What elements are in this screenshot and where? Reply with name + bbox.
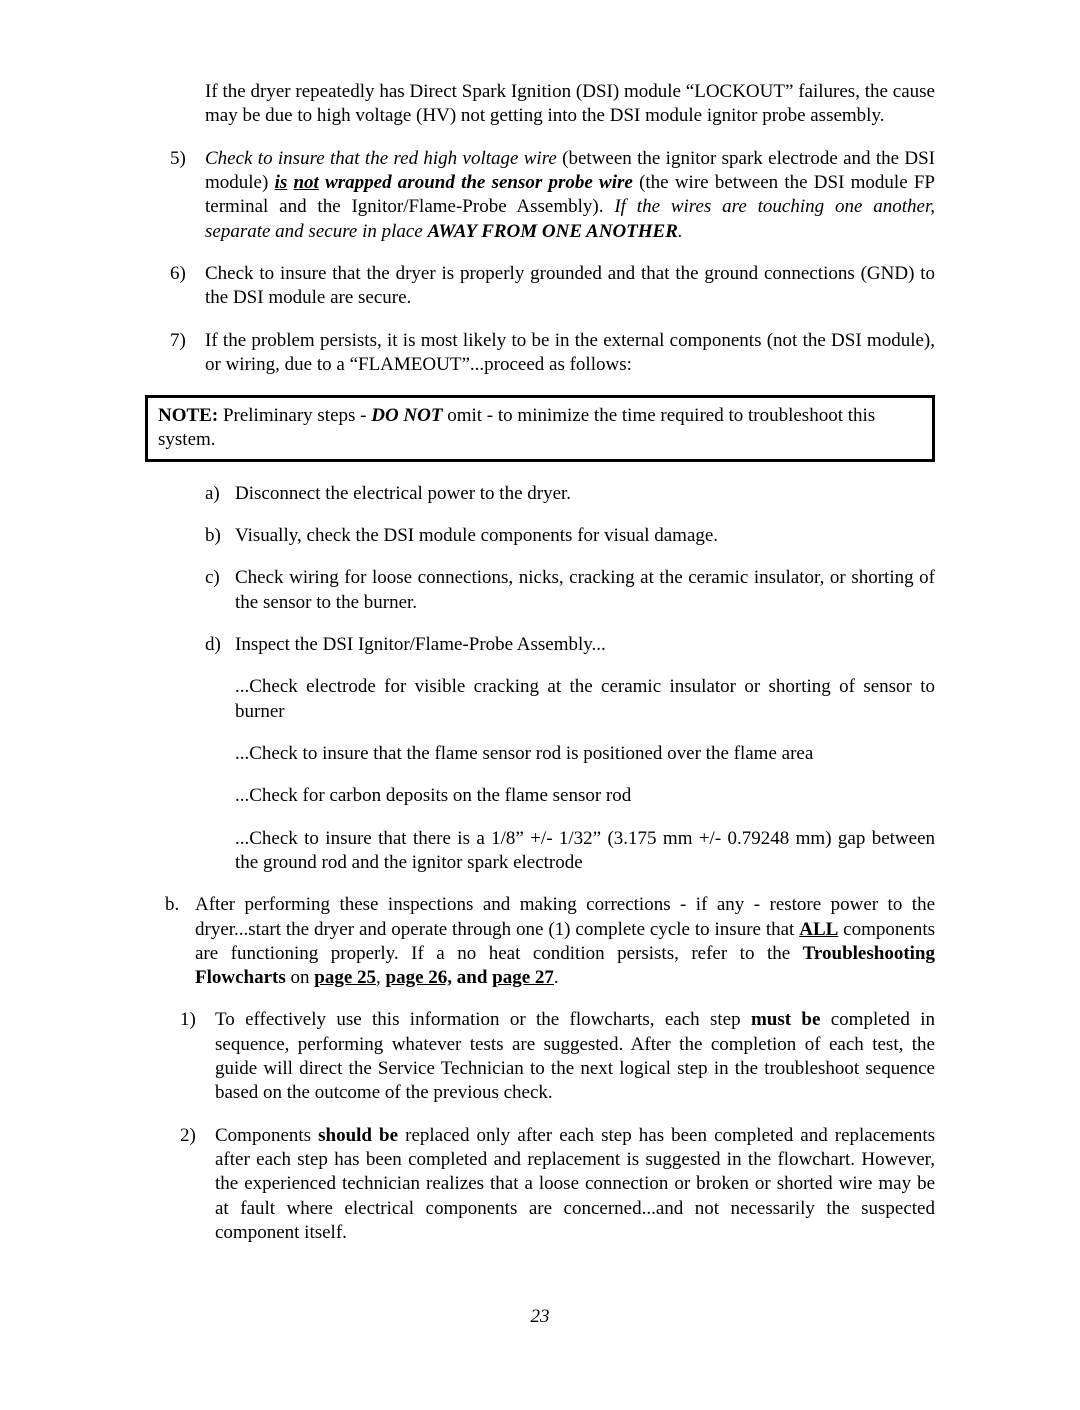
item5-period: . (678, 221, 683, 242)
alpha-item-a: Disconnect the electrical power to the d… (205, 482, 935, 506)
section-b: After performing these inspections and m… (165, 893, 935, 990)
note-donot: DO NOT (371, 405, 442, 426)
b2-shouldbe: should be (318, 1125, 398, 1146)
item5-not: not (293, 172, 318, 193)
item5-tail-b: AWAY FROM ONE ANOTHER (428, 221, 678, 242)
b1-mustbe: must be (751, 1009, 820, 1030)
alpha-item-c: Check wiring for loose connections, nick… (205, 566, 935, 615)
item5-lead: Check to insure that the red high voltag… (205, 148, 562, 169)
secb-p27: page 27 (492, 967, 554, 988)
alpha-item-b: Visually, check the DSI module component… (205, 524, 935, 548)
secb-comma: , (376, 967, 386, 988)
page-number: 23 (145, 1305, 935, 1329)
document-page: If the dryer repeatedly has Direct Spark… (0, 0, 1080, 1410)
secb-p26: page 26, (386, 967, 453, 988)
secb-p25: page 25 (314, 967, 376, 988)
list-item-7: If the problem persists, it is most like… (170, 329, 935, 378)
secb-on: on (286, 967, 315, 988)
item5-is: is (275, 172, 288, 193)
sub-check-2: ...Check to insure that the flame sensor… (235, 742, 935, 766)
secb-all: ALL (799, 919, 838, 940)
alpha-d-text: Inspect the DSI Ignitor/Flame-Probe Asse… (235, 634, 606, 655)
item5-wrapped: wrapped around the sensor probe wire (325, 172, 639, 193)
b2-t1: Components (215, 1125, 318, 1146)
intro-paragraph: If the dryer repeatedly has Direct Spark… (205, 80, 935, 129)
sub-check-1: ...Check electrode for visible cracking … (235, 675, 935, 724)
sub-check-3: ...Check for carbon deposits on the flam… (235, 784, 935, 808)
numbered-list: Check to insure that the red high voltag… (170, 147, 935, 378)
secb-end: . (554, 967, 559, 988)
alpha-list: Disconnect the electrical power to the d… (205, 482, 935, 875)
b1-t1: To effectively use this information or t… (215, 1009, 751, 1030)
secb-and: and (452, 967, 492, 988)
numbered-list-2: To effectively use this information or t… (180, 1008, 935, 1245)
list2-item-1: To effectively use this information or t… (180, 1008, 935, 1105)
note-box: NOTE: Preliminary steps - DO NOT omit - … (145, 395, 935, 462)
note-label: NOTE: (158, 405, 218, 426)
sub-check-4: ...Check to insure that there is a 1/8” … (235, 827, 935, 876)
list-item-5: Check to insure that the red high voltag… (170, 147, 935, 244)
note-pre: Preliminary steps - (223, 405, 371, 426)
list-item-6: Check to insure that the dryer is proper… (170, 262, 935, 311)
list2-item-2: Components should be replaced only after… (180, 1124, 935, 1246)
alpha-item-d: Inspect the DSI Ignitor/Flame-Probe Asse… (205, 633, 935, 875)
